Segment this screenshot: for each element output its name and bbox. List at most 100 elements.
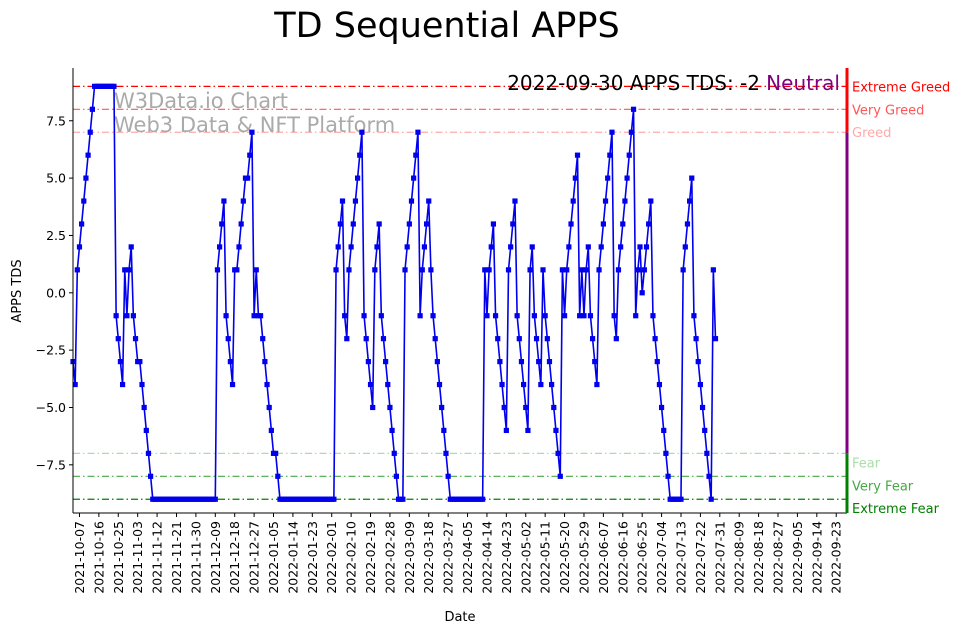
data-point <box>439 404 445 411</box>
x-tick-label: 2021-11-03 <box>130 521 145 594</box>
data-point <box>585 244 591 250</box>
y-tick-label: −7.5 <box>36 457 66 472</box>
data-point <box>566 244 572 250</box>
data-point <box>521 381 527 388</box>
data-point <box>613 336 619 342</box>
data-point <box>411 175 417 181</box>
data-point <box>365 359 371 365</box>
data-point <box>132 336 139 342</box>
x-tick-label: 2022-07-13 <box>673 521 688 594</box>
data-point <box>260 336 266 342</box>
data-point <box>574 152 581 158</box>
data-point <box>344 336 350 342</box>
x-tick-label: 2022-03-09 <box>402 521 417 594</box>
data-point <box>680 267 686 273</box>
data-point <box>273 450 279 456</box>
data-point <box>400 496 406 502</box>
x-tick-label: 2022-01-05 <box>266 521 281 594</box>
data-point <box>514 313 520 319</box>
data-point <box>225 336 231 342</box>
data-point <box>402 267 408 273</box>
data-point <box>523 404 529 411</box>
y-tick-label: −5.0 <box>36 400 66 415</box>
data-point <box>234 267 240 273</box>
zone-label-fear: Fear <box>852 456 881 471</box>
data-point <box>609 129 615 135</box>
data-point <box>262 359 268 365</box>
data-point <box>555 450 561 456</box>
data-point <box>370 404 376 411</box>
x-tick-label: 2022-08-27 <box>771 521 786 594</box>
data-point <box>85 152 91 158</box>
data-point <box>648 198 654 204</box>
data-point <box>635 267 641 273</box>
y-tick-label: 0.0 <box>46 285 66 300</box>
data-point <box>126 267 132 273</box>
data-point <box>374 244 380 250</box>
x-tick-label: 2022-05-20 <box>557 521 572 594</box>
series-apps-tds <box>70 83 719 502</box>
data-point <box>361 313 367 319</box>
x-tick-label: 2022-01-14 <box>285 521 300 594</box>
data-point <box>602 198 609 204</box>
data-point <box>441 427 447 434</box>
data-point <box>480 496 486 502</box>
data-point <box>391 450 397 456</box>
watermark: W3Data.io Chart Web3 Data & NFT Platform <box>114 89 395 137</box>
x-tick-label: 2022-02-10 <box>344 521 359 594</box>
data-point <box>227 359 233 365</box>
data-point <box>145 450 152 456</box>
data-point <box>223 313 229 319</box>
data-point <box>445 473 451 479</box>
zone-label-very-fear: Very Fear <box>852 479 914 494</box>
data-point <box>697 381 703 388</box>
x-tick-label: 2021-12-27 <box>247 521 262 594</box>
data-point <box>497 359 503 365</box>
x-tick-label: 2021-10-25 <box>111 521 126 594</box>
data-point <box>538 381 544 388</box>
x-tick-label: 2022-07-04 <box>654 521 669 594</box>
x-tick-label: 2022-07-31 <box>712 521 727 594</box>
data-point <box>579 267 585 273</box>
data-point <box>238 221 244 227</box>
data-point <box>516 336 522 342</box>
x-tick-label: 2022-05-02 <box>518 521 533 594</box>
data-point <box>607 152 613 158</box>
x-tick-label: 2022-01-23 <box>305 521 320 594</box>
chart-title: TD Sequential APPS <box>273 6 619 46</box>
x-tick-label: 2022-04-05 <box>460 521 475 594</box>
data-point <box>122 267 128 273</box>
data-point <box>240 198 246 204</box>
data-point <box>266 404 272 411</box>
x-tick-label: 2022-05-11 <box>538 521 553 594</box>
data-point <box>678 496 684 502</box>
data-point <box>564 267 570 273</box>
data-point <box>492 313 499 319</box>
data-point <box>434 359 440 365</box>
data-point <box>264 381 270 388</box>
x-tick-label: 2022-08-18 <box>751 521 766 594</box>
data-point <box>331 496 337 502</box>
x-tick-label: 2022-08-09 <box>732 521 747 594</box>
data-point <box>615 267 622 273</box>
data-point <box>443 450 449 456</box>
data-point <box>637 244 643 250</box>
data-point <box>335 244 341 250</box>
data-point <box>684 221 691 227</box>
data-point <box>704 450 710 456</box>
data-point <box>385 381 391 388</box>
data-point <box>124 313 130 319</box>
data-point <box>378 313 384 319</box>
data-point <box>687 198 693 204</box>
x-tick-label: 2022-06-16 <box>615 521 630 594</box>
data-point <box>350 221 356 227</box>
x-tick-label: 2022-02-01 <box>324 521 339 594</box>
zone-label-extreme-greed: Extreme Greed <box>852 80 950 95</box>
data-point <box>592 359 598 365</box>
data-point <box>217 244 223 250</box>
data-point <box>376 221 382 227</box>
data-point <box>542 313 548 319</box>
data-point <box>76 244 83 250</box>
data-point <box>581 313 587 319</box>
data-point <box>682 244 688 250</box>
